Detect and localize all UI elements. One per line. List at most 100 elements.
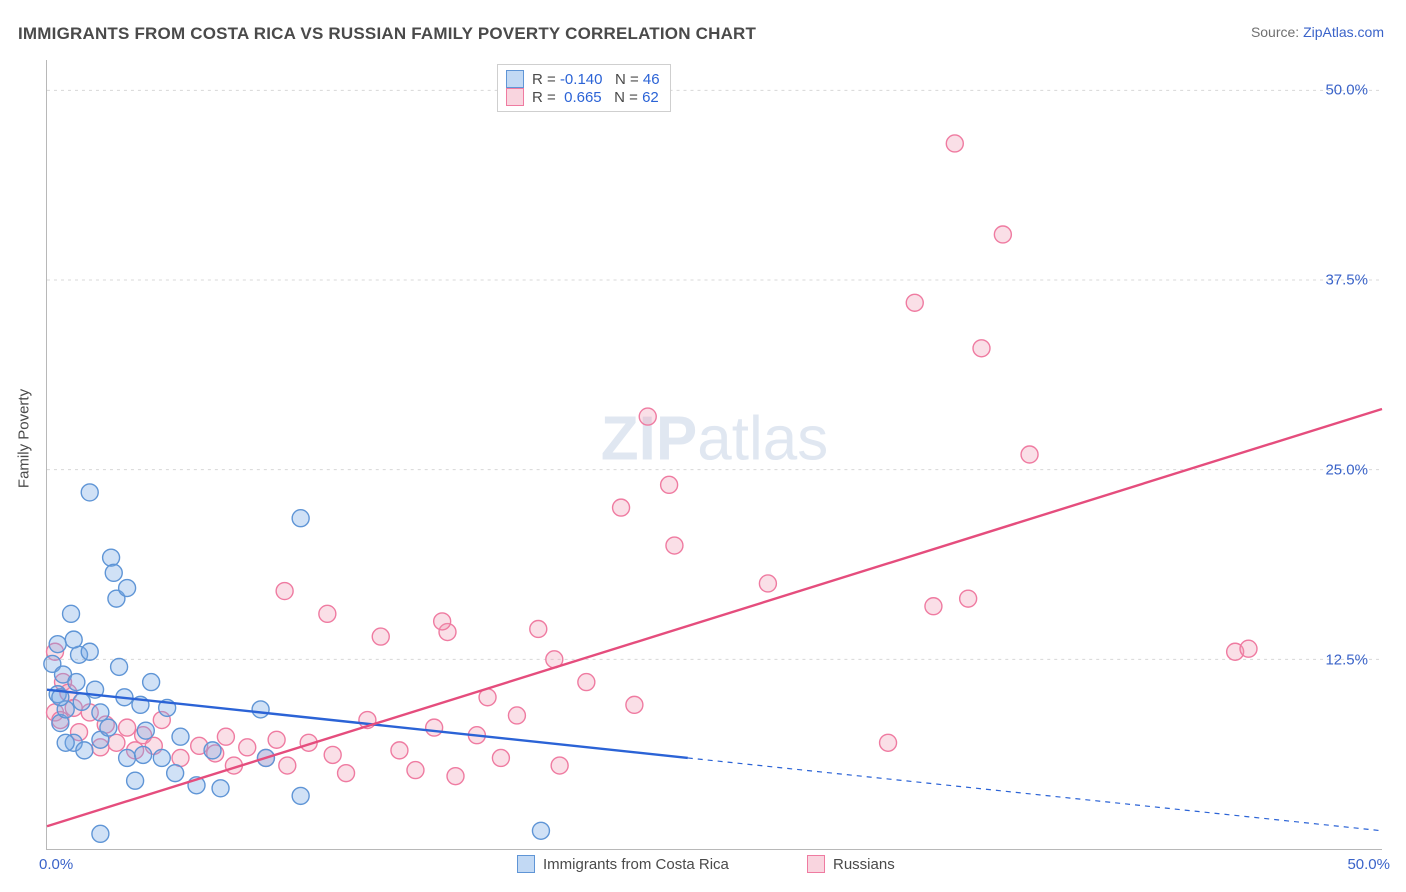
gridlines [47, 90, 1382, 659]
data-point [661, 476, 678, 493]
data-point [530, 621, 547, 638]
data-point [127, 772, 144, 789]
data-point [119, 749, 136, 766]
data-point [81, 484, 98, 501]
data-point [268, 731, 285, 748]
data-point [319, 605, 336, 622]
trend-lines [47, 409, 1382, 831]
data-point [292, 510, 309, 527]
plot-area: ZIPatlas 12.5%25.0%37.5%50.0% R = -0.140… [46, 60, 1382, 850]
bottom-legend-russians: Russians [807, 855, 895, 873]
ytick-label: 50.0% [1325, 82, 1368, 99]
plot-svg [47, 60, 1382, 849]
data-point [946, 135, 963, 152]
data-point [135, 746, 152, 763]
legend-swatch-pink [807, 855, 825, 873]
data-point [276, 583, 293, 600]
chart-container: IMMIGRANTS FROM COSTA RICA VS RUSSIAN FA… [0, 0, 1406, 892]
data-point [68, 674, 85, 691]
legend-swatch-pink [506, 88, 524, 106]
data-point [172, 728, 189, 745]
data-point [578, 674, 595, 691]
data-point [105, 564, 122, 581]
data-point [153, 749, 170, 766]
ytick-label: 37.5% [1325, 272, 1368, 289]
data-point [137, 722, 154, 739]
data-point [63, 605, 80, 622]
trend-line-costa-rica-extrapolated [688, 758, 1382, 831]
legend-label: Immigrants from Costa Rica [543, 856, 729, 873]
data-point [172, 749, 189, 766]
data-point [407, 762, 424, 779]
data-point [338, 765, 355, 782]
data-point [639, 408, 656, 425]
data-point [65, 631, 82, 648]
correlation-legend-box: R = -0.140 N = 46R = 0.665 N = 62 [497, 64, 671, 112]
data-point [880, 734, 897, 751]
data-point [57, 734, 74, 751]
data-point [324, 746, 341, 763]
trend-line-russians [47, 409, 1382, 826]
data-point [906, 294, 923, 311]
data-point [204, 742, 221, 759]
data-point [613, 499, 630, 516]
source-attribution: Source: ZipAtlas.com [1251, 24, 1384, 40]
data-point [391, 742, 408, 759]
bottom-legend-costa-rica: Immigrants from Costa Rica [517, 855, 729, 873]
data-point [447, 768, 464, 785]
data-point [759, 575, 776, 592]
data-point [960, 590, 977, 607]
data-point [119, 580, 136, 597]
legend-label: Russians [833, 856, 895, 873]
data-point [103, 549, 120, 566]
xtick-left: 0.0% [39, 856, 73, 873]
data-point [49, 636, 66, 653]
scatter-series-costa-rica [44, 484, 550, 842]
ytick-label: 12.5% [1325, 652, 1368, 669]
data-point [994, 226, 1011, 243]
legend-swatch-blue [517, 855, 535, 873]
data-point [551, 757, 568, 774]
data-point [372, 628, 389, 645]
data-point [108, 734, 125, 751]
data-point [973, 340, 990, 357]
chart-title: IMMIGRANTS FROM COSTA RICA VS RUSSIAN FA… [18, 24, 756, 44]
data-point [100, 719, 117, 736]
data-point [492, 749, 509, 766]
scatter-series-russians [47, 135, 1257, 785]
data-point [252, 701, 269, 718]
data-point [666, 537, 683, 554]
data-point [111, 658, 128, 675]
data-point [292, 787, 309, 804]
ytick-label: 25.0% [1325, 462, 1368, 479]
data-point [426, 719, 443, 736]
data-point [508, 707, 525, 724]
data-point [212, 780, 229, 797]
data-point [81, 643, 98, 660]
legend-swatch-blue [506, 70, 524, 88]
data-point [434, 613, 451, 630]
source-prefix: Source: [1251, 24, 1303, 40]
corr-row: R = -0.140 N = 46 [506, 70, 660, 88]
data-point [73, 693, 90, 710]
y-axis-label: Family Poverty [16, 389, 33, 488]
data-point [1021, 446, 1038, 463]
data-point [167, 765, 184, 782]
corr-row: R = 0.665 N = 62 [506, 88, 660, 106]
data-point [217, 728, 234, 745]
data-point [76, 742, 93, 759]
data-point [279, 757, 296, 774]
xtick-right: 50.0% [1347, 856, 1390, 873]
data-point [1240, 640, 1257, 657]
data-point [92, 825, 109, 842]
data-point [626, 696, 643, 713]
r-label: R = 0.665 N = 62 [532, 89, 659, 106]
data-point [119, 719, 136, 736]
data-point [532, 822, 549, 839]
data-point [239, 739, 256, 756]
data-point [143, 674, 160, 691]
data-point [925, 598, 942, 615]
data-point [92, 704, 109, 721]
source-link[interactable]: ZipAtlas.com [1303, 24, 1384, 40]
r-label: R = -0.140 N = 46 [532, 71, 660, 88]
